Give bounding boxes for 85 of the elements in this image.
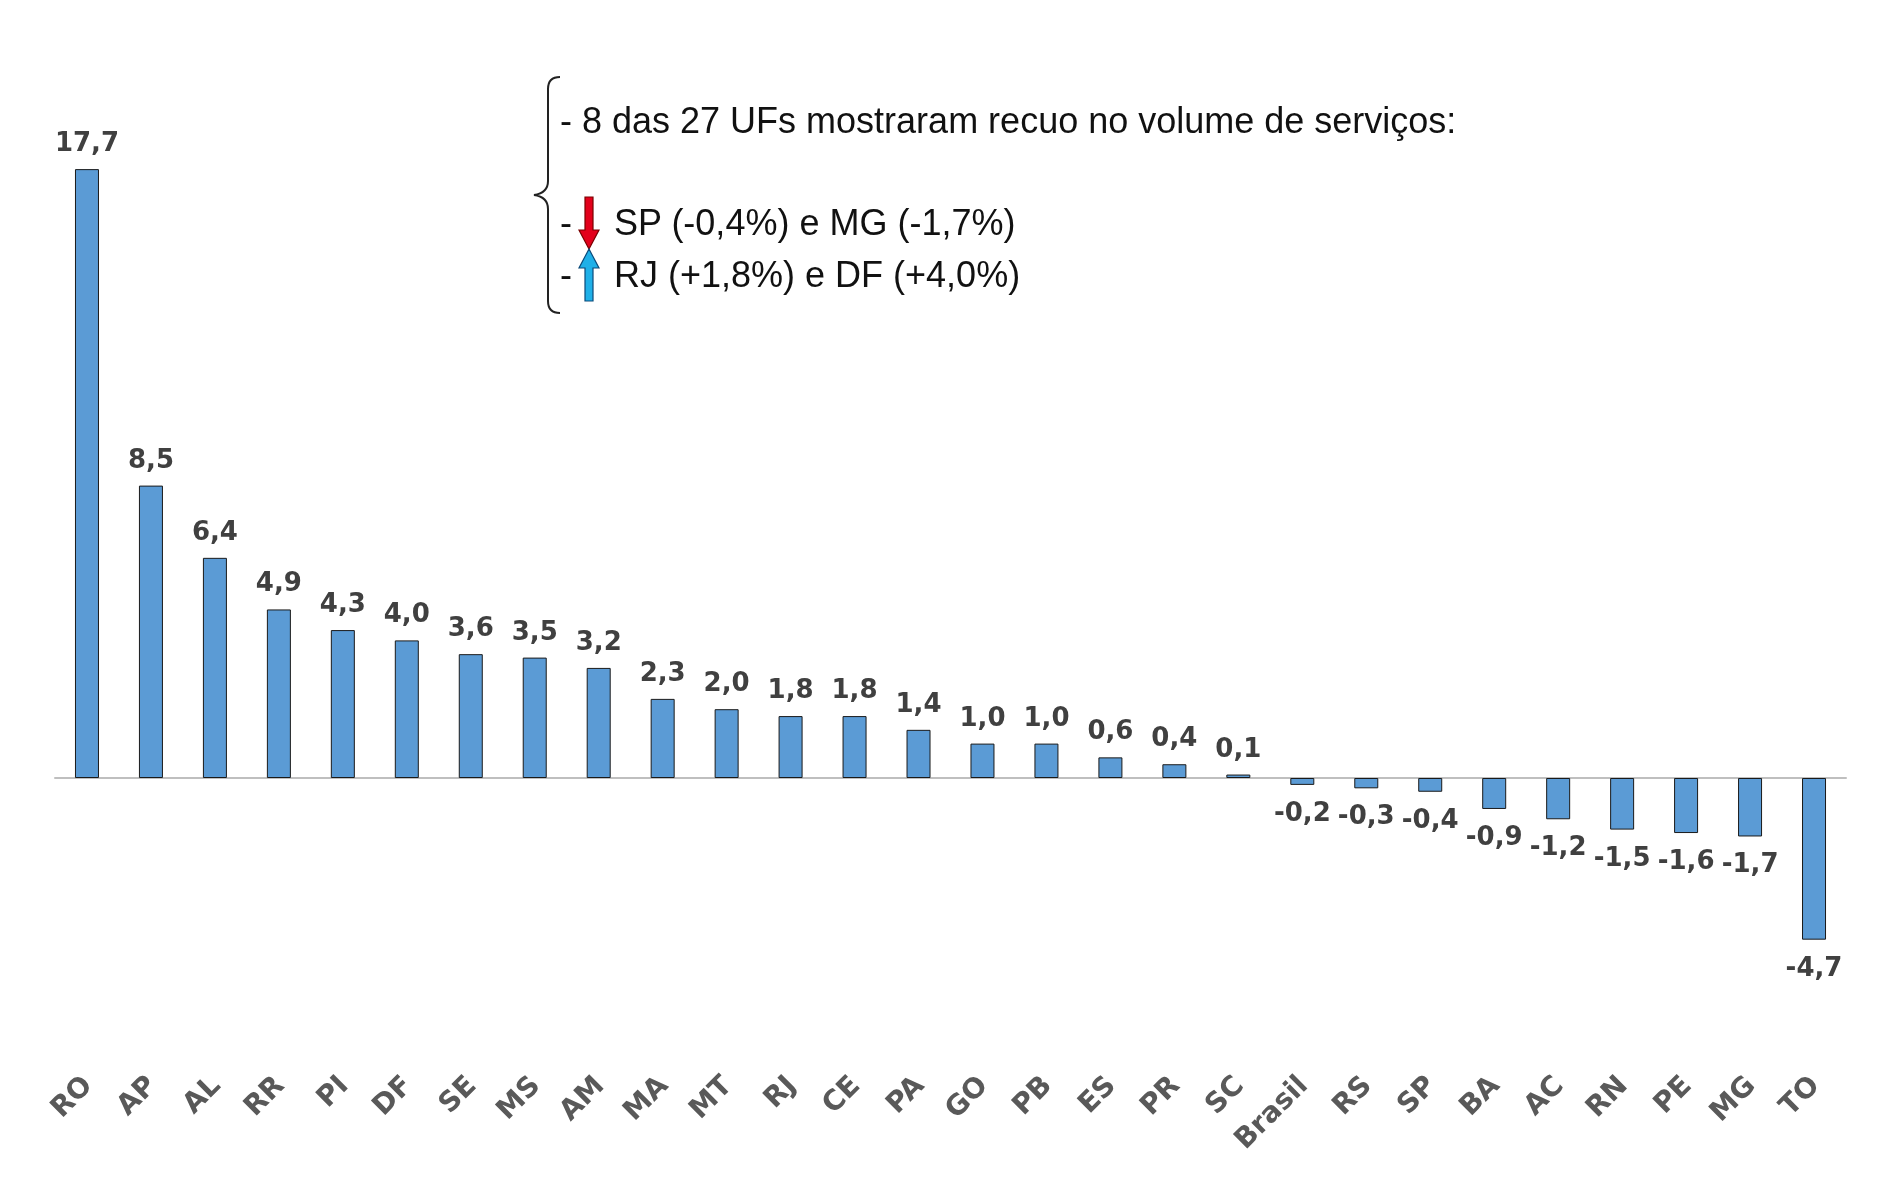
bar	[330, 630, 355, 778]
bar	[522, 657, 547, 778]
bar	[906, 729, 931, 778]
x-tick-label: RO	[43, 1068, 99, 1124]
annotation: - RJ (+1,8%) e DF (+4,0%)	[560, 253, 1021, 297]
x-tick-label: PB	[1005, 1068, 1059, 1122]
bar	[1034, 743, 1059, 778]
data-label: -0,9	[1465, 820, 1523, 851]
bar	[1162, 764, 1187, 778]
data-label: 3,6	[447, 612, 494, 643]
data-label: 1,4	[895, 687, 942, 718]
data-label: 2,0	[703, 667, 750, 698]
data-label: 0,4	[1151, 722, 1198, 753]
bar	[1098, 757, 1123, 778]
bar	[394, 640, 419, 778]
bar	[1226, 774, 1251, 778]
x-tick-label: AP	[109, 1068, 163, 1122]
x-tick-label: CE	[814, 1068, 867, 1120]
x-tick-label: MT	[681, 1068, 739, 1125]
data-label: 0,6	[1087, 715, 1134, 746]
x-tick-label: MS	[489, 1068, 547, 1126]
data-label: 0,1	[1215, 732, 1262, 763]
data-label: 4,0	[383, 598, 430, 629]
bar	[970, 743, 995, 778]
x-tick-label: SE	[431, 1068, 483, 1120]
bar	[1482, 778, 1507, 809]
data-label: 8,5	[127, 443, 174, 474]
bar	[1674, 778, 1699, 834]
data-label: 1,0	[1023, 701, 1070, 732]
x-tick-label: RJ	[756, 1068, 803, 1115]
bar	[650, 698, 675, 778]
text: - 8 das 27 UFs mostraram recuo no volume de serviços:	[560, 99, 1457, 143]
x-tick-label: AM	[552, 1068, 611, 1127]
x-tick-label: PA	[878, 1068, 931, 1120]
bar	[842, 716, 867, 778]
data-label: -1,6	[1657, 845, 1715, 876]
x-tick-label: RR	[236, 1068, 291, 1123]
bar	[778, 716, 803, 778]
x-tick-label: RS	[1325, 1068, 1378, 1122]
x-tick-label: GO	[937, 1068, 995, 1125]
bar	[1290, 778, 1315, 785]
data-label: 1,0	[959, 701, 1006, 732]
data-label: -4,7	[1785, 951, 1843, 982]
data-label: -1,5	[1593, 841, 1651, 872]
x-tick-label: TO	[1772, 1068, 1826, 1122]
x-tick-label: AL	[175, 1068, 227, 1120]
bar	[1738, 778, 1763, 837]
bar	[1610, 778, 1635, 830]
data-label: 1,8	[831, 674, 878, 705]
bar	[1418, 778, 1443, 792]
data-label: 6,4	[191, 515, 238, 546]
x-tick-label: BA	[1452, 1068, 1507, 1123]
bar	[202, 557, 227, 778]
data-label: -1,7	[1721, 848, 1779, 879]
x-tick-label: DF	[365, 1068, 419, 1122]
x-tick-label: AC	[1516, 1068, 1570, 1122]
x-tick-label: MG	[1702, 1068, 1762, 1128]
x-tick-label: ES	[1070, 1068, 1123, 1120]
data-label: 3,5	[511, 615, 558, 646]
x-tick-label: MA	[615, 1068, 675, 1127]
annotation: - SP (-0,4%) e MG (-1,7%)	[560, 201, 1016, 245]
data-label: -0,4	[1401, 803, 1459, 834]
data-label: -0,3	[1337, 800, 1395, 831]
data-label: -1,2	[1529, 831, 1587, 862]
data-label: 4,3	[319, 588, 366, 619]
data-label: 2,3	[639, 656, 686, 687]
data-label: 1,8	[767, 674, 814, 705]
x-tick-label: PI	[309, 1068, 355, 1114]
x-tick-label: PE	[1646, 1068, 1698, 1120]
bar	[266, 609, 291, 778]
bar	[458, 654, 483, 778]
data-label: 17,7	[54, 127, 120, 158]
bar	[74, 169, 99, 778]
bar	[1546, 778, 1571, 820]
x-tick-label: PR	[1132, 1068, 1187, 1122]
data-label: -0,2	[1273, 796, 1331, 827]
data-label: 3,2	[575, 625, 622, 656]
x-tick-label: SP	[1389, 1068, 1442, 1121]
bar	[1354, 778, 1379, 789]
data-label: 4,9	[255, 567, 302, 598]
x-tick-label: RN	[1578, 1068, 1634, 1124]
bar	[586, 667, 611, 778]
bar	[138, 485, 163, 778]
bar	[1802, 778, 1827, 940]
bar	[714, 709, 739, 778]
